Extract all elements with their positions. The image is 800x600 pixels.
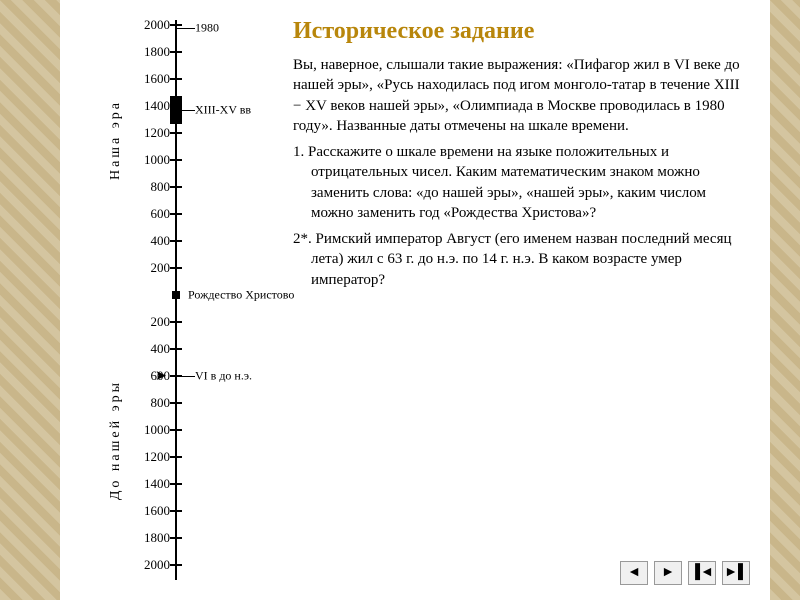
tick-label: 1600 [144,503,170,519]
annotation-line [177,376,195,377]
tick [170,186,182,188]
tick [170,537,182,539]
intro-text: Вы, наверное, слышали такие выражения: «… [293,55,750,136]
tick [170,240,182,242]
question-2: 2*. Римский император Август (его именем… [293,229,750,290]
tick [170,159,182,161]
tick-label: 1800 [144,44,170,60]
tick [170,51,182,53]
text-area: Историческое задание Вы, наверное, слыша… [285,0,770,600]
tick [170,483,182,485]
tick-label: 400 [151,341,171,357]
tick-label: 800 [151,179,171,195]
annotation: VI в до н.э. [195,369,252,384]
tick [170,267,182,269]
tick-label: 800 [151,395,171,411]
tick-label: 1800 [144,530,170,546]
tick-label: 400 [151,233,171,249]
tick-label: 2000 [144,17,170,33]
right-pattern [770,0,800,600]
tick [170,78,182,80]
era-lower: До нашей эры [108,380,124,500]
first-button[interactable]: ▐◄ [688,561,716,585]
question-1: 1. Расскажите о шкале времени на языке п… [293,142,750,223]
tick-label: 1200 [144,125,170,141]
marker-xiii-xv [170,96,182,124]
tick-label: 200 [151,314,171,330]
next-button[interactable]: ► [654,561,682,585]
tick-label: 600 [151,206,171,222]
tick [170,564,182,566]
left-pattern [0,0,60,600]
timeline: 2000 1800 1600 1400 1200 1000 800 600 400 200 200 4… [60,0,285,600]
last-button[interactable]: ►▌ [722,561,750,585]
tick [170,348,182,350]
tick [170,429,182,431]
marker-vi-arrow: ➤ [155,368,167,385]
tick [170,510,182,512]
tick [170,132,182,134]
era-upper: Наша эра [108,100,124,180]
page-title: Историческое задание [293,18,750,45]
annotation: 1980 [195,21,219,36]
nav-controls: ◄ ► ▐◄ ►▌ [620,561,750,585]
tick [170,213,182,215]
annotation: XIII-XV вв [195,103,251,118]
content-area: 2000 1800 1600 1400 1200 1000 800 600 400 200 200 4… [60,0,770,600]
annotation: Рождество Христово [188,288,294,303]
tick [170,24,182,26]
origin-marker [172,291,180,299]
tick [170,321,182,323]
tick [170,456,182,458]
tick-label: 200 [151,260,171,276]
tick-label: 1600 [144,71,170,87]
annotation-line [177,28,195,29]
tick [170,402,182,404]
tick-label: 1000 [144,152,170,168]
tick-label: 1400 [144,98,170,114]
prev-button[interactable]: ◄ [620,561,648,585]
tick-label: 1000 [144,422,170,438]
tick-label: 1200 [144,449,170,465]
tick-label: 2000 [144,557,170,573]
tick-label: 1400 [144,476,170,492]
